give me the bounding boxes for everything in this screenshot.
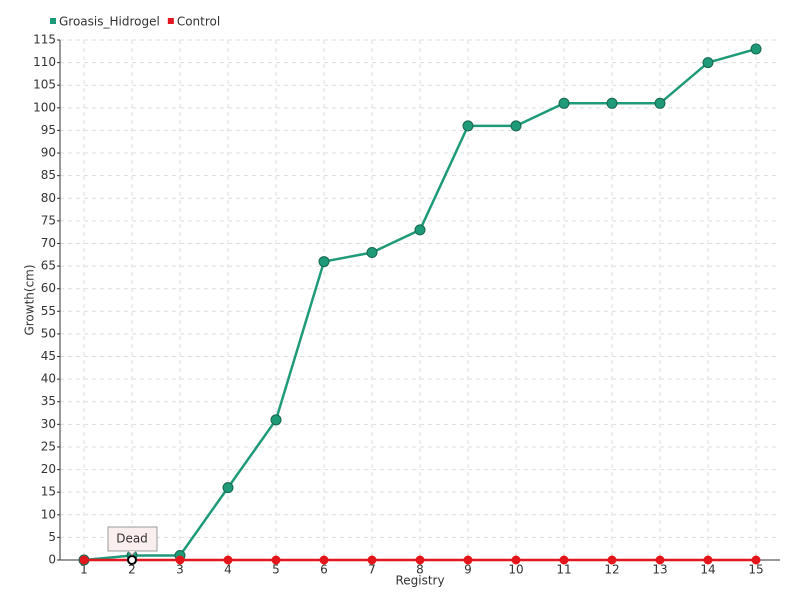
point: [127, 555, 137, 565]
x-tick-label: 15: [748, 563, 763, 577]
point: [703, 555, 713, 565]
point: [510, 120, 522, 132]
point: [414, 224, 426, 236]
y-tick-label: 20: [41, 462, 56, 476]
point: [655, 555, 665, 565]
x-tick-label: 8: [416, 563, 424, 577]
y-tick-label: 75: [41, 213, 56, 227]
point: [462, 120, 474, 132]
x-tick-label: 9: [464, 563, 472, 577]
point: [222, 482, 234, 494]
x-tick-label: 1: [80, 563, 88, 577]
point: [223, 555, 233, 565]
x-axis-label: Registry: [395, 574, 444, 588]
point: [559, 555, 569, 565]
y-tick-label: 60: [41, 281, 56, 295]
point: [270, 414, 282, 426]
y-tick-label: 35: [41, 394, 56, 408]
point: [415, 555, 425, 565]
y-tick-label: 95: [41, 123, 56, 137]
x-tick-label: 13: [652, 563, 667, 577]
point: [318, 256, 330, 268]
point: [702, 57, 714, 69]
y-tick-label: 30: [41, 417, 56, 431]
point: [751, 555, 761, 565]
point: [750, 43, 762, 55]
point: [319, 555, 329, 565]
x-tick-label: 5: [272, 563, 280, 577]
y-tick-label: 25: [41, 439, 56, 453]
point: [606, 97, 618, 109]
legend-swatch: [50, 18, 56, 24]
x-tick-label: 12: [604, 563, 619, 577]
y-tick-label: 65: [41, 259, 56, 273]
y-axis-label: Growth(cm): [23, 264, 37, 335]
annotation-box: [107, 526, 158, 552]
point: [175, 555, 185, 565]
y-tick-label: 85: [41, 168, 56, 182]
point: [654, 97, 666, 109]
y-tick-label: 15: [41, 485, 56, 499]
x-tick-label: 2: [128, 563, 136, 577]
y-tick-label: 55: [41, 304, 56, 318]
legend-label: Control: [177, 15, 220, 29]
point: [271, 555, 281, 565]
legend-label: Groasis_Hidrogel: [59, 15, 160, 29]
y-tick-label: 5: [48, 530, 56, 544]
y-tick-label: 10: [41, 507, 56, 521]
annotation-pointer: [127, 550, 137, 556]
point: [366, 247, 378, 259]
y-tick-label: 80: [41, 191, 56, 205]
y-tick-label: 115: [33, 33, 56, 47]
point: [558, 97, 570, 109]
point: [463, 555, 473, 565]
x-tick-label: 10: [508, 563, 523, 577]
x-tick-label: 14: [700, 563, 715, 577]
y-tick-label: 45: [41, 349, 56, 363]
x-tick-label: 3: [176, 563, 184, 577]
legend-swatch: [167, 18, 174, 24]
point: [607, 555, 617, 565]
point: [367, 555, 377, 565]
annotation: Dead: [116, 532, 148, 546]
y-tick-label: 0: [48, 553, 56, 567]
point: [511, 555, 521, 565]
y-tick-label: 105: [33, 78, 56, 92]
y-tick-label: 110: [33, 55, 56, 69]
x-tick-label: 11: [556, 563, 571, 577]
y-tick-label: 90: [41, 146, 56, 160]
y-tick-label: 100: [33, 100, 56, 114]
x-tick-label: 7: [368, 563, 376, 577]
x-tick-label: 6: [320, 563, 328, 577]
point: [79, 555, 89, 565]
x-tick-label: 4: [224, 563, 232, 577]
y-tick-label: 70: [41, 236, 56, 250]
y-tick-label: 40: [41, 372, 56, 386]
y-tick-label: 50: [41, 326, 56, 340]
